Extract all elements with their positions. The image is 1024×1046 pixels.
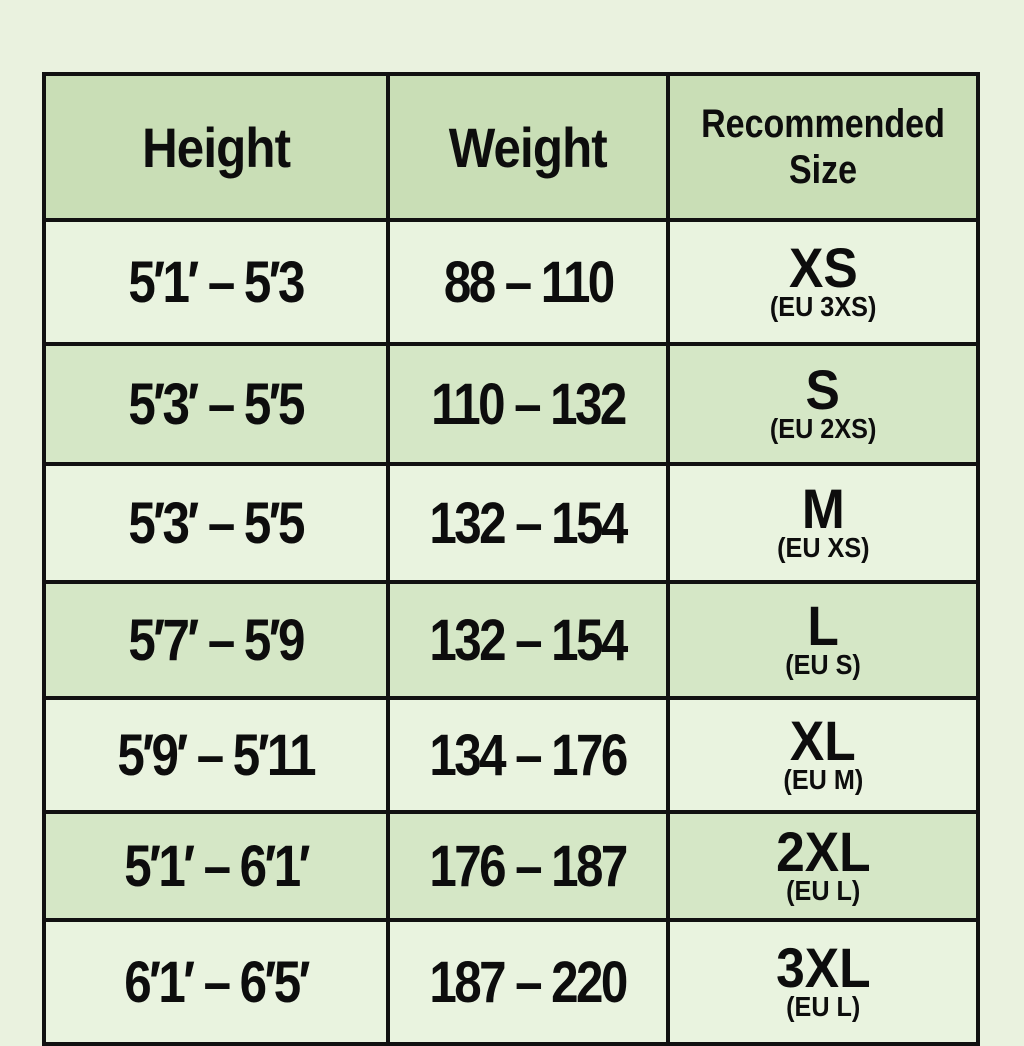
size-cell: 3XL (EU L) xyxy=(670,922,976,1042)
size-cell: M (EU XS) xyxy=(670,466,976,580)
table-row: 5′3′ – 5′5 132 – 154 M (EU XS) xyxy=(46,466,976,580)
eu-size-value: (EU 3XS) xyxy=(769,291,877,322)
size-value: 3XL xyxy=(775,936,871,999)
height-value: 5′7′ – 5′9 xyxy=(128,607,306,673)
size-value: M xyxy=(801,477,845,540)
weight-cell: 134 – 176 xyxy=(390,700,666,810)
weight-cell: 132 – 154 xyxy=(390,584,666,696)
height-value: 5′3′ – 5′5 xyxy=(128,371,306,437)
size-cell: S (EU 2XS) xyxy=(670,346,976,462)
weight-cell: 132 – 154 xyxy=(390,466,666,580)
height-cell: 5′9′ – 5′11 xyxy=(46,700,386,810)
header-height-label: Height xyxy=(141,115,291,179)
weight-value: 132 – 154 xyxy=(429,607,629,673)
size-cell: L (EU S) xyxy=(670,584,976,696)
height-value: 5′1′ – 5′3 xyxy=(128,249,306,315)
header-size-label: Recommended Size xyxy=(701,102,945,192)
header-weight: Weight xyxy=(390,76,666,218)
table-row: 5′3′ – 5′5 110 – 132 S (EU 2XS) xyxy=(46,346,976,462)
weight-value: 176 – 187 xyxy=(429,833,629,899)
header-size: Recommended Size xyxy=(670,76,976,218)
header-weight-label: Weight xyxy=(448,115,608,179)
header-row: Height Weight Recommended Size xyxy=(46,76,976,218)
height-value: 5′1′ – 6′1′ xyxy=(124,833,310,899)
weight-value: 110 – 132 xyxy=(431,371,627,437)
eu-size-value: (EU L) xyxy=(785,991,861,1022)
weight-value: 132 – 154 xyxy=(429,490,629,556)
height-cell: 5′7′ – 5′9 xyxy=(46,584,386,696)
eu-size-value: (EU S) xyxy=(785,649,861,680)
height-cell: 5′3′ – 5′5 xyxy=(46,466,386,580)
height-cell: 5′3′ – 5′5 xyxy=(46,346,386,462)
size-value: S xyxy=(805,358,841,421)
height-value: 6′1′ – 6′5′ xyxy=(124,949,310,1015)
size-cell: XL (EU M) xyxy=(670,700,976,810)
size-cell: XS (EU 3XS) xyxy=(670,222,976,342)
weight-value: 88 – 110 xyxy=(443,249,615,315)
table-row: 5′7′ – 5′9 132 – 154 L (EU S) xyxy=(46,584,976,696)
size-value: L xyxy=(807,594,839,657)
weight-cell: 176 – 187 xyxy=(390,814,666,918)
size-chart-table: Height Weight Recommended Size 5′1′ – 5′… xyxy=(42,72,980,1046)
eu-size-value: (EU 2XS) xyxy=(769,413,877,444)
weight-value: 187 – 220 xyxy=(429,949,629,1015)
table-row: 5′1′ – 5′3 88 – 110 XS (EU 3XS) xyxy=(46,222,976,342)
eu-size-value: (EU L) xyxy=(785,875,861,906)
height-cell: 6′1′ – 6′5′ xyxy=(46,922,386,1042)
table-row: 5′9′ – 5′11 134 – 176 XL (EU M) xyxy=(46,700,976,810)
weight-cell: 110 – 132 xyxy=(390,346,666,462)
size-value: XS xyxy=(788,236,858,299)
height-value: 5′3′ – 5′5 xyxy=(128,490,306,556)
size-value: 2XL xyxy=(775,820,871,883)
eu-size-value: (EU XS) xyxy=(776,532,870,563)
weight-cell: 187 – 220 xyxy=(390,922,666,1042)
height-value: 5′9′ – 5′11 xyxy=(117,722,317,788)
table-row: 6′1′ – 6′5′ 187 – 220 3XL (EU L) xyxy=(46,922,976,1042)
eu-size-value: (EU M) xyxy=(783,764,863,795)
weight-value: 134 – 176 xyxy=(429,722,629,788)
height-cell: 5′1′ – 5′3 xyxy=(46,222,386,342)
size-value: XL xyxy=(790,709,856,772)
table-row: 5′1′ – 6′1′ 176 – 187 2XL (EU L) xyxy=(46,814,976,918)
header-height: Height xyxy=(46,76,386,218)
size-cell: 2XL (EU L) xyxy=(670,814,976,918)
weight-cell: 88 – 110 xyxy=(390,222,666,342)
height-cell: 5′1′ – 6′1′ xyxy=(46,814,386,918)
